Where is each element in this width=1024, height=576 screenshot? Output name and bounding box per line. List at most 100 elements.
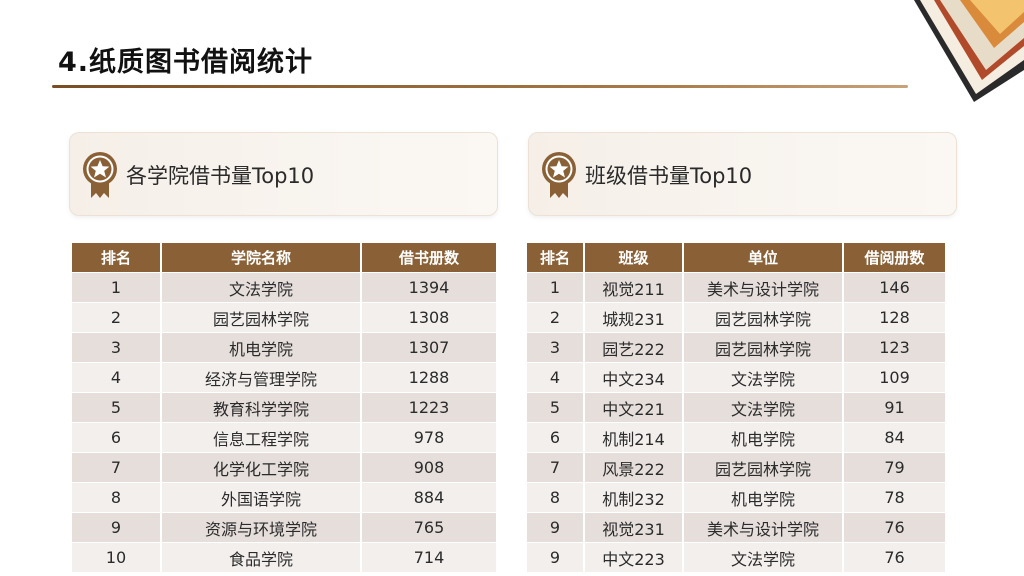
column-header-class: 班级 xyxy=(584,243,684,273)
borrow-count-cell: 146 xyxy=(843,272,945,303)
unit-cell: 机电学院 xyxy=(683,422,844,453)
college-name-cell: 信息工程学院 xyxy=(161,422,362,453)
rank-cell: 9 xyxy=(527,542,585,572)
class-cell: 中文223 xyxy=(584,542,684,572)
class-cell: 城规231 xyxy=(584,302,684,333)
borrow-count-cell: 128 xyxy=(843,302,945,333)
rank-cell: 4 xyxy=(72,362,162,393)
college-name-cell: 机电学院 xyxy=(161,332,362,363)
class-cell: 视觉211 xyxy=(584,272,684,303)
class-cell: 园艺222 xyxy=(584,332,684,363)
table-header-row: 排名 学院名称 借书册数 xyxy=(72,243,496,273)
class-cell: 机制232 xyxy=(584,482,684,513)
table-header-row: 排名 班级 单位 借阅册数 xyxy=(527,243,945,273)
unit-cell: 园艺园林学院 xyxy=(683,332,844,363)
column-header-count: 借阅册数 xyxy=(843,243,945,273)
unit-cell: 园艺园林学院 xyxy=(683,302,844,333)
class-cell: 视觉231 xyxy=(584,512,684,543)
table-row: 8 机制232 机电学院 78 xyxy=(527,482,945,513)
borrow-count-cell: 84 xyxy=(843,422,945,453)
borrow-count-cell: 978 xyxy=(361,422,496,453)
college-name-cell: 园艺园林学院 xyxy=(161,302,362,333)
borrow-count-cell: 765 xyxy=(361,512,496,543)
rank-cell: 6 xyxy=(72,422,162,453)
table-row: 4 经济与管理学院 1288 xyxy=(72,362,496,393)
table-row: 5 中文221 文法学院 91 xyxy=(527,392,945,423)
class-top10-title: 班级借书量Top10 xyxy=(585,164,753,188)
rank-cell: 9 xyxy=(527,512,585,543)
borrow-count-cell: 78 xyxy=(843,482,945,513)
borrow-count-cell: 1308 xyxy=(361,302,496,333)
class-cell: 中文221 xyxy=(584,392,684,423)
borrow-count-cell: 76 xyxy=(843,512,945,543)
college-name-cell: 外国语学院 xyxy=(161,482,362,513)
table-row: 6 信息工程学院 978 xyxy=(72,422,496,453)
borrow-count-cell: 1288 xyxy=(361,362,496,393)
borrow-count-cell: 109 xyxy=(843,362,945,393)
borrow-count-cell: 91 xyxy=(843,392,945,423)
unit-cell: 文法学院 xyxy=(683,542,844,572)
medal-icon xyxy=(83,152,117,198)
college-name-cell: 食品学院 xyxy=(161,542,362,572)
borrow-count-cell: 1223 xyxy=(361,392,496,423)
book-stack-decoration xyxy=(914,0,1024,102)
table-row: 2 园艺园林学院 1308 xyxy=(72,302,496,333)
title-divider xyxy=(52,85,908,88)
rank-cell: 8 xyxy=(72,482,162,513)
borrow-count-cell: 714 xyxy=(361,542,496,572)
column-header-rank: 排名 xyxy=(527,243,585,273)
class-top10-card: 班级借书量Top10 xyxy=(528,132,957,216)
rank-cell: 3 xyxy=(527,332,585,363)
table-row: 10 食品学院 714 xyxy=(72,542,496,572)
unit-cell: 文法学院 xyxy=(683,362,844,393)
borrow-count-cell: 1394 xyxy=(361,272,496,303)
rank-cell: 1 xyxy=(527,272,585,303)
rank-cell: 2 xyxy=(72,302,162,333)
college-ranking-table: 排名 学院名称 借书册数 1 文法学院 1394 2 园艺园林学院 1308 3 机电学院 13… xyxy=(72,243,496,572)
college-name-cell: 经济与管理学院 xyxy=(161,362,362,393)
table-row: 3 机电学院 1307 xyxy=(72,332,496,363)
college-top10-title: 各学院借书量Top10 xyxy=(126,164,315,188)
borrow-count-cell: 908 xyxy=(361,452,496,483)
table-row: 2 城规231 园艺园林学院 128 xyxy=(527,302,945,333)
college-name-cell: 化学化工学院 xyxy=(161,452,362,483)
class-cell: 风景222 xyxy=(584,452,684,483)
college-name-cell: 文法学院 xyxy=(161,272,362,303)
borrow-count-cell: 123 xyxy=(843,332,945,363)
college-name-cell: 教育科学学院 xyxy=(161,392,362,423)
table-row: 5 教育科学学院 1223 xyxy=(72,392,496,423)
table-row: 7 风景222 园艺园林学院 79 xyxy=(527,452,945,483)
column-header-college: 学院名称 xyxy=(161,243,362,273)
borrow-count-cell: 884 xyxy=(361,482,496,513)
table-row: 6 机制214 机电学院 84 xyxy=(527,422,945,453)
rank-cell: 3 xyxy=(72,332,162,363)
borrow-count-cell: 79 xyxy=(843,452,945,483)
class-cell: 中文234 xyxy=(584,362,684,393)
rank-cell: 9 xyxy=(72,512,162,543)
column-header-rank: 排名 xyxy=(72,243,162,273)
table-row: 3 园艺222 园艺园林学院 123 xyxy=(527,332,945,363)
rank-cell: 4 xyxy=(527,362,585,393)
rank-cell: 5 xyxy=(527,392,585,423)
table-row: 8 外国语学院 884 xyxy=(72,482,496,513)
unit-cell: 文法学院 xyxy=(683,392,844,423)
table-row: 9 资源与环境学院 765 xyxy=(72,512,496,543)
class-cell: 机制214 xyxy=(584,422,684,453)
rank-cell: 8 xyxy=(527,482,585,513)
college-top10-card: 各学院借书量Top10 xyxy=(69,132,498,216)
rank-cell: 7 xyxy=(527,452,585,483)
table-row: 7 化学化工学院 908 xyxy=(72,452,496,483)
unit-cell: 机电学院 xyxy=(683,482,844,513)
class-ranking-table: 排名 班级 单位 借阅册数 1 视觉211 美术与设计学院 146 2 城规231 园艺园林… xyxy=(527,243,945,572)
table-row: 9 视觉231 美术与设计学院 76 xyxy=(527,512,945,543)
table-row: 9 中文223 文法学院 76 xyxy=(527,542,945,572)
unit-cell: 园艺园林学院 xyxy=(683,452,844,483)
page-title: 4.纸质图书借阅统计 xyxy=(58,47,314,78)
college-name-cell: 资源与环境学院 xyxy=(161,512,362,543)
rank-cell: 5 xyxy=(72,392,162,423)
rank-cell: 2 xyxy=(527,302,585,333)
unit-cell: 美术与设计学院 xyxy=(683,272,844,303)
table-row: 4 中文234 文法学院 109 xyxy=(527,362,945,393)
table-row: 1 视觉211 美术与设计学院 146 xyxy=(527,272,945,303)
unit-cell: 美术与设计学院 xyxy=(683,512,844,543)
